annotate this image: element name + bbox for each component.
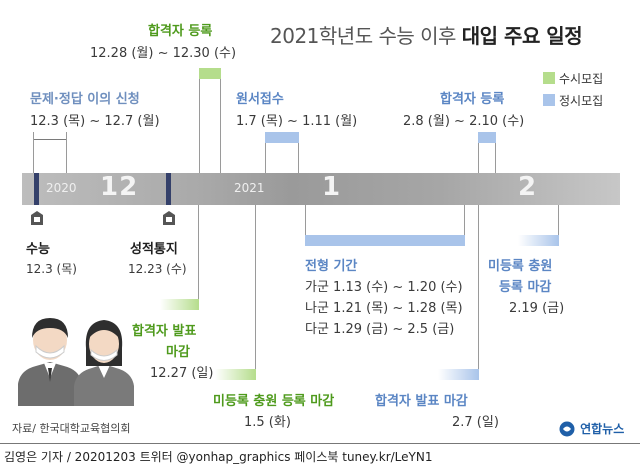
unregistered-regular-bar [518,235,559,246]
application-label: 원서접수 [236,92,284,107]
pass-announce-early-label-1: 합격자 발표 [132,324,197,339]
legend-label-early: 수시모집 [559,72,604,86]
year-2021-label: 2021 [234,181,265,195]
score-notice-label: 성적통지 [130,242,178,257]
unregistered-regular-label-2: 등록 마감 [499,280,552,295]
unregistered-early-line [255,205,256,369]
pass-register-early-label: 합격자 등록 [148,24,213,39]
title-bold: 대입 주요 일정 [461,24,583,48]
footer-credit: 김영은 기자 / 20201203 트위터 @yonhap_graphics 페… [4,450,433,464]
score-report-icon [163,211,175,225]
month-12-label: 12 [100,172,139,202]
unregistered-regular-label-1: 미등록 충원 [488,259,553,274]
legend-swatch-early [543,72,555,84]
screening-bar [305,235,465,246]
footer-divider [0,443,640,444]
exam-paper-icon [31,211,43,225]
month-2-label: 2 [518,172,538,202]
unregistered-regular-line [558,205,559,235]
application-bar [265,132,299,143]
unregistered-early-bar [215,369,256,380]
pass-announce-regular-bar [438,369,479,380]
unregistered-early-date: 1.5 (화) [244,415,291,430]
yonhap-logo: 연합뉴스 [559,418,624,437]
objection-date: 12.3 (목) ~ 12.7 (월) [30,114,160,129]
students-illustration [18,318,134,406]
pass-announce-early-line [198,205,199,299]
yonhap-logo-text: 연합뉴스 [580,422,625,436]
screening-line-da: 다군 1.29 (금) ~ 2.5 (금) [305,322,455,337]
application-line-a [265,143,266,173]
score-notice-marker [166,173,171,205]
legend-label-regular: 정시모집 [559,94,604,108]
pass-register-regular-date: 2.8 (월) ~ 2.10 (수) [403,114,525,129]
objection-line-b [66,132,67,173]
application-line-b [298,143,299,173]
screening-line-na: 나군 1.21 (목) ~ 1.28 (목) [305,301,463,316]
objection-line-a [33,132,34,173]
legend-swatch-regular [543,94,555,106]
pass-register-regular-line-b [495,143,496,173]
pass-announce-regular-label: 합격자 발표 마감 [375,394,468,409]
pass-announce-early-date: 12.27 (일) [150,366,214,381]
month-1-label: 1 [322,172,342,202]
pass-register-early-date: 12.28 (월) ~ 12.30 (수) [90,46,237,61]
screening-line-ga: 가군 1.13 (수) ~ 1.20 (수) [305,280,463,295]
pass-register-regular-bar [478,132,496,143]
pass-announce-early-bar [160,299,199,310]
screening-line-b [464,205,465,235]
csat-marker [34,173,39,205]
pass-announce-early-label-2: 마감 [166,345,190,360]
pass-register-early-line-a [199,79,200,173]
title-regular: 2021학년도 수능 이후 [270,24,456,48]
screening-line-a [305,205,306,235]
csat-date: 12.3 (목) [26,262,77,276]
pass-register-early-line-b [220,79,221,173]
source-text: 자료/ 한국대학교육협의회 [12,422,131,435]
pass-announce-regular-date: 2.7 (일) [452,415,499,430]
score-notice-date: 12.23 (수) [128,262,187,276]
page-title: 2021학년도 수능 이후 대입 주요 일정 [270,20,583,49]
objection-range [33,139,67,140]
unregistered-early-label: 미등록 충원 등록 마감 [213,394,335,409]
unregistered-regular-date: 2.19 (금) [509,301,565,316]
year-2020-label: 2020 [46,181,77,195]
yonhap-logo-icon [559,421,575,436]
application-date: 1.7 (목) ~ 1.11 (월) [236,114,358,129]
csat-label: 수능 [26,242,50,257]
pass-register-regular-label: 합격자 등록 [440,92,505,107]
pass-register-early-bar [199,68,221,79]
objection-label: 문제·정답 이의 신청 [30,92,140,107]
pass-register-regular-line-a [478,143,479,173]
screening-label: 전형 기간 [305,259,358,274]
timeline-band [22,173,620,205]
pass-announce-regular-line [478,205,479,369]
